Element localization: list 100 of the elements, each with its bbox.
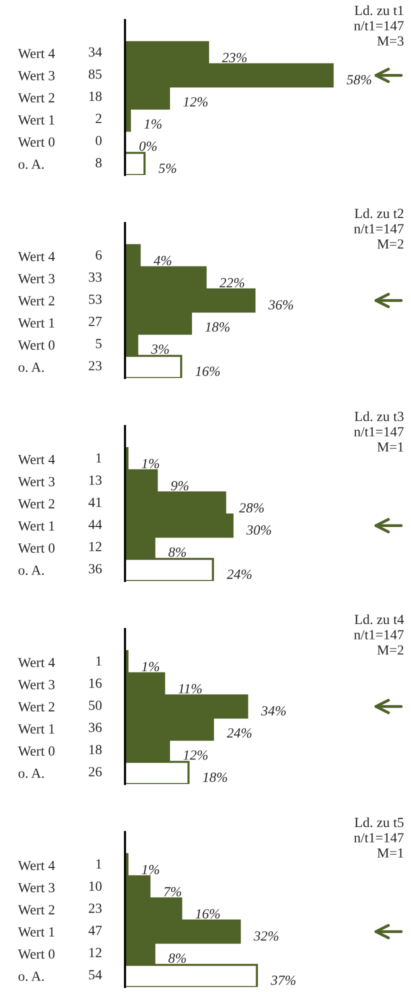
y-tick-label: Wert 3 [18, 274, 55, 284]
y-tick-label: o. A. [18, 768, 44, 778]
y-tick-label: Wert 2 [18, 296, 54, 306]
data-label: 6 [96, 250, 102, 260]
y-tick-label: Wert 4 [18, 454, 55, 464]
y-tick-label: Wert 4 [18, 48, 55, 58]
annotation: 4% [154, 256, 172, 266]
y-tick-label: Wert 2 [18, 93, 54, 103]
y-tick-label: Wert 2 [18, 905, 54, 915]
y-tick-label: Wert 2 [18, 702, 54, 712]
annotation: 37% [270, 976, 296, 986]
data-label: 33 [88, 272, 102, 282]
data-label: 26 [88, 767, 102, 776]
annotation: 7% [164, 887, 182, 896]
annotation: 0% [139, 141, 157, 151]
data-label: 18 [89, 744, 102, 754]
annotation: 1% [142, 864, 160, 874]
y-tick-label: Wert 3 [18, 476, 55, 486]
annotation: 12% [183, 750, 208, 760]
text: n/t1=147 [354, 224, 404, 234]
annotation: 12% [183, 97, 208, 107]
data-label: 54 [89, 970, 102, 980]
annotation: 1% [144, 119, 162, 129]
annotation: 8% [168, 547, 186, 557]
y-tick-label: Wert 1 [18, 115, 54, 125]
y-tick-label: Wert 1 [18, 521, 54, 531]
text: n/t1=147 [354, 630, 404, 640]
data-label: 36 [88, 722, 102, 732]
data-label: 1 [96, 656, 102, 666]
data-label: 34 [88, 47, 102, 57]
y-tick-label: Wert 0 [18, 949, 55, 959]
annotation: 5% [158, 164, 176, 174]
data-label: 41 [88, 498, 102, 507]
data-label: 44 [88, 520, 102, 529]
y-tick-label: Wert 3 [18, 680, 55, 690]
text: n/t1=147 [354, 21, 404, 30]
annotation: 36% [268, 300, 294, 310]
annotation: 16% [196, 909, 220, 919]
y-tick-label: Wert 0 [18, 340, 55, 350]
annotation: 8% [168, 953, 186, 963]
annotation: 18% [205, 322, 230, 332]
annotation: 18% [202, 772, 228, 782]
annotation: 22% [220, 278, 244, 288]
text: n/t1=147 [354, 833, 404, 842]
data-label: 36 [88, 564, 102, 574]
annotation: 58% [346, 75, 372, 84]
data-label: 8 [96, 158, 102, 168]
text: M=1 [377, 848, 404, 858]
text: M=1 [377, 442, 404, 452]
data-label: 13 [89, 476, 102, 485]
text: Ld. zu t4 [354, 614, 404, 624]
y-tick-label: Wert 1 [18, 724, 54, 734]
data-label: 16 [89, 678, 102, 688]
y-tick-label: Wert 3 [18, 882, 55, 892]
y-tick-label: o. A. [18, 972, 44, 981]
text: M=3 [377, 36, 404, 46]
y-tick-label: Wert 4 [18, 658, 55, 668]
y-tick-label: Wert 4 [18, 252, 55, 262]
text: M=2 [377, 239, 404, 249]
annotation: 1% [142, 662, 160, 672]
data-label: 18 [89, 92, 102, 101]
data-label: 10 [89, 881, 102, 891]
text: Ld. zu t5 [354, 817, 404, 828]
annotation: 9% [171, 481, 188, 490]
annotation: 34% [261, 706, 286, 716]
annotation: 24% [226, 728, 252, 738]
annotation: 1% [142, 458, 160, 468]
data-label: 23 [88, 361, 102, 370]
data-label: 12 [89, 948, 102, 958]
data-label: 0 [96, 136, 102, 146]
data-label: 27 [88, 316, 102, 326]
annotation: 32% [254, 931, 278, 941]
y-tick-label: o. A. [18, 566, 44, 575]
data-label: 50 [89, 700, 102, 710]
y-tick-label: Wert 4 [18, 860, 55, 870]
data-label: 23 [88, 904, 102, 913]
annotation: 28% [239, 503, 264, 513]
y-tick-label: Wert 0 [18, 137, 55, 147]
annotation: 23% [222, 52, 247, 62]
data-label: 1 [96, 859, 102, 869]
text: Ld. zu t3 [354, 411, 404, 422]
text: Ld. zu t2 [354, 208, 404, 218]
y-tick-label: o. A. [18, 160, 44, 169]
data-label: 85 [88, 69, 102, 79]
data-label: 5 [96, 339, 102, 348]
data-label: 1 [96, 453, 102, 463]
annotation: 11% [178, 684, 202, 694]
y-tick-label: Wert 3 [18, 70, 55, 80]
annotation: 16% [196, 366, 220, 376]
y-tick-label: Wert 2 [18, 499, 54, 509]
text: Ld. zu t1 [354, 5, 404, 16]
data-label: 12 [89, 542, 102, 552]
annotation: 3% [151, 344, 169, 354]
y-tick-label: Wert 0 [18, 543, 55, 553]
data-label: 53 [89, 294, 102, 304]
data-label: 2 [96, 114, 102, 123]
y-tick-label: Wert 1 [18, 927, 54, 937]
data-label: 47 [88, 926, 102, 935]
annotation: 24% [226, 570, 252, 580]
y-tick-label: Wert 0 [18, 746, 55, 756]
